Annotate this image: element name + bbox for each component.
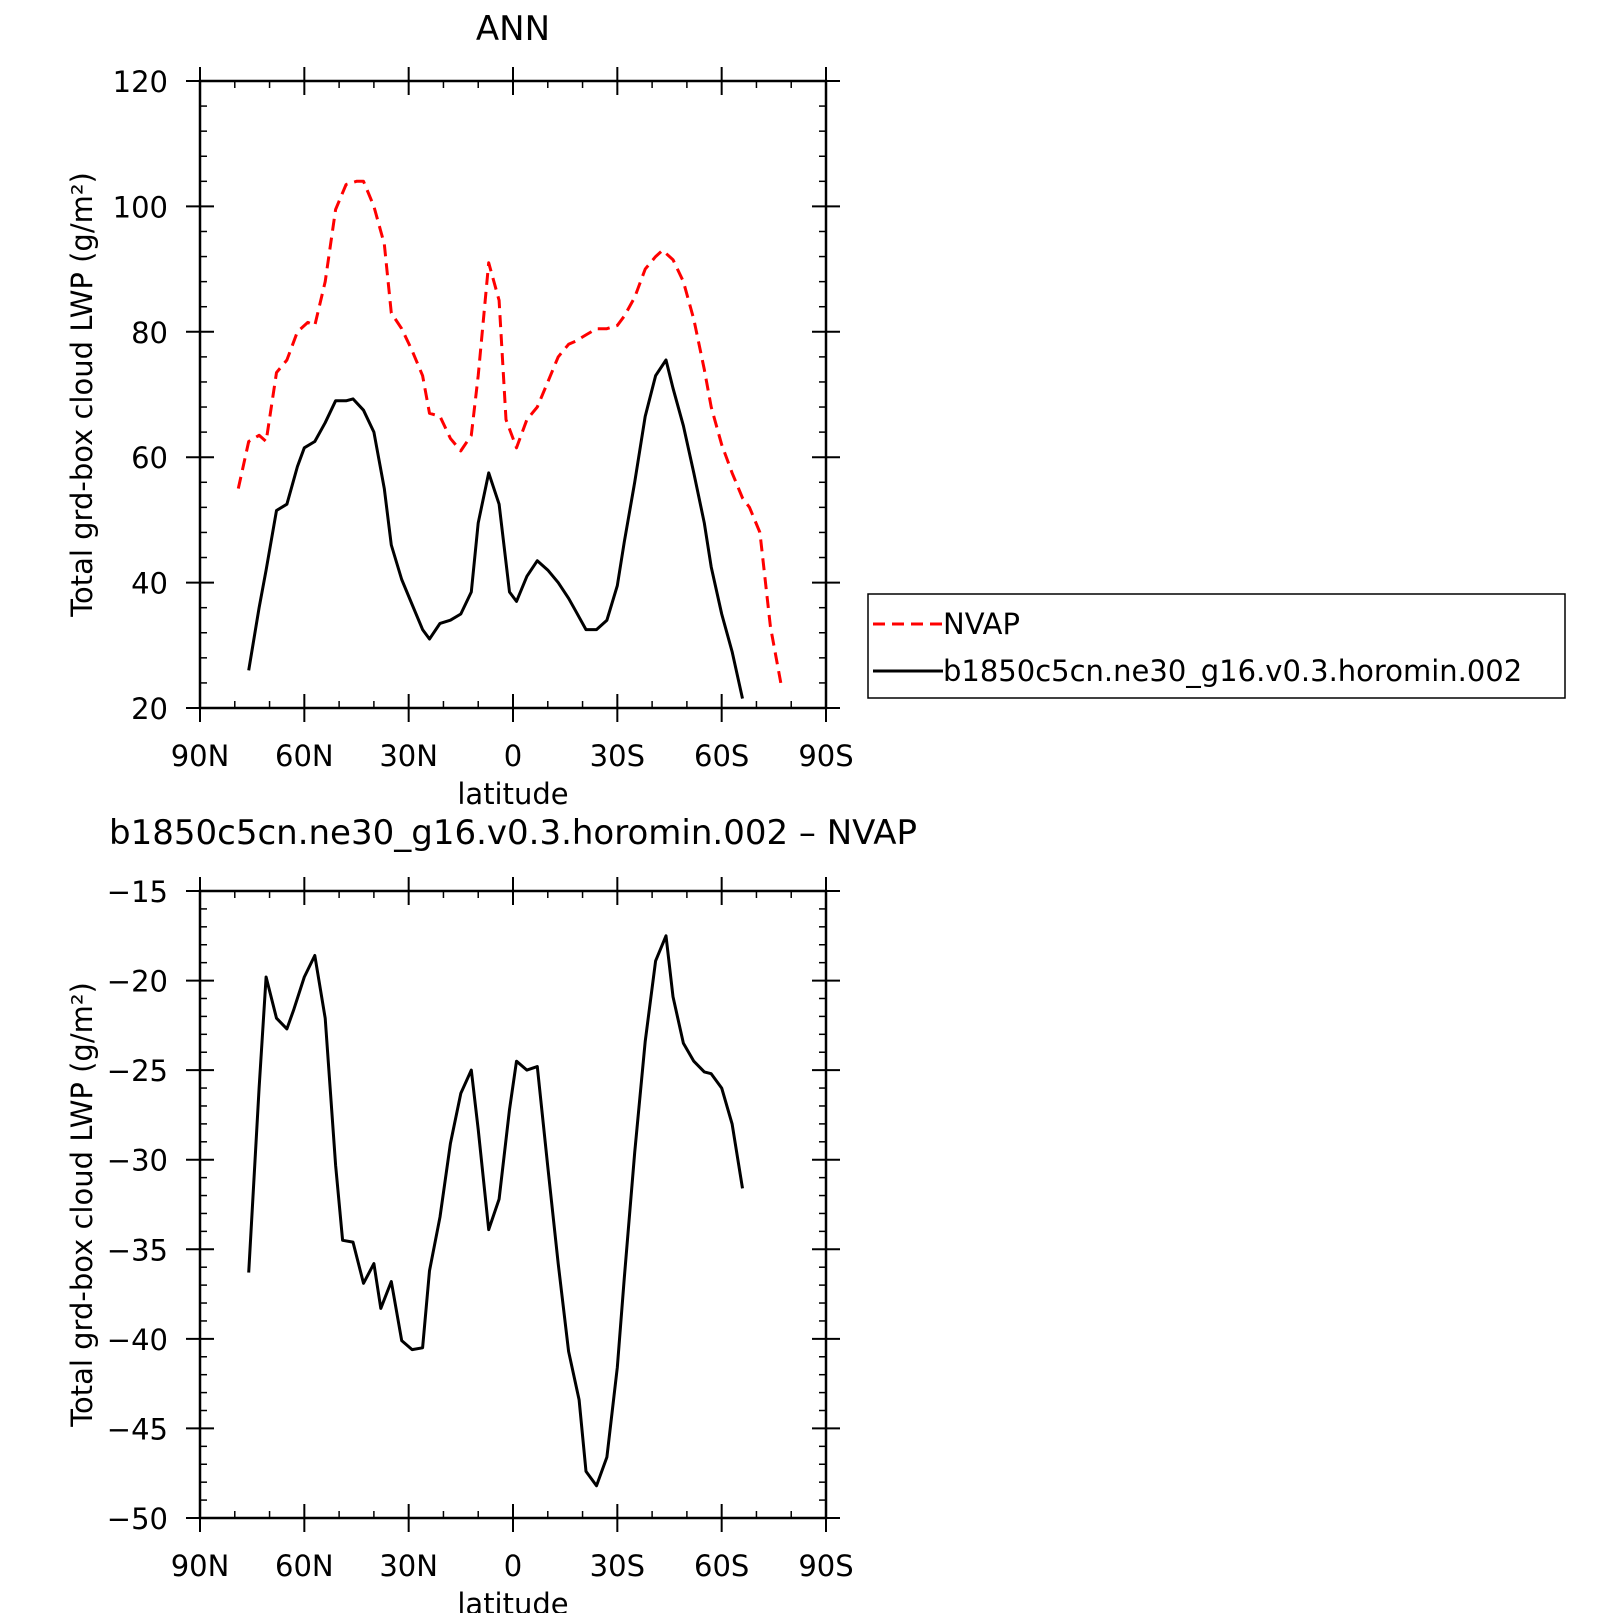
x-tick-label: 30N — [379, 739, 438, 773]
y-tick-label: −30 — [107, 1144, 168, 1178]
y-tick-label: −35 — [107, 1233, 168, 1267]
y-tick-label: 20 — [131, 692, 168, 726]
y-axis-label: Total grd-box cloud LWP (g/m²) — [65, 172, 99, 618]
x-axis-label: latitude — [457, 1587, 568, 1613]
x-tick-label: 60S — [694, 739, 749, 773]
y-tick-label: 40 — [131, 567, 168, 601]
x-tick-label: 90S — [798, 1549, 853, 1583]
legend-label: NVAP — [943, 607, 1020, 641]
plot-frame — [198, 79, 828, 710]
x-tick-label: 60N — [275, 1549, 334, 1583]
x-tick-label: 60N — [275, 739, 334, 773]
chart-panel-2: b1850c5cn.ne30_g16.v0.3.horomin.002 – NV… — [65, 813, 917, 1613]
y-tick-label: 120 — [113, 65, 168, 99]
series-line-diff-0 — [247, 934, 744, 1488]
plot-frame — [198, 889, 828, 1520]
legend: NVAP b1850c5cn.ne30_g16.v0.3.horomin.002 — [867, 593, 1566, 699]
y-tick-label: 80 — [131, 316, 168, 350]
x-tick-label: 0 — [504, 739, 522, 773]
y-tick-label: −15 — [107, 875, 168, 909]
y-tick-label: −25 — [107, 1054, 168, 1088]
x-tick-label: 30S — [590, 1549, 645, 1583]
y-tick-label: 100 — [113, 190, 168, 224]
x-tick-label: 90S — [798, 739, 853, 773]
chart-title: ANN — [476, 9, 550, 49]
legend-box — [867, 593, 1566, 699]
x-tick-label: 90N — [171, 739, 230, 773]
x-tick-label: 90N — [171, 1549, 230, 1583]
x-tick-label: 0 — [504, 1549, 522, 1583]
y-tick-label: −50 — [107, 1502, 168, 1536]
y-tick-label: −20 — [107, 965, 168, 999]
chart-panel-1: ANN 90N 60N 30N 0 30S 60S 90S 20 40 60 80 100 120 lati… — [65, 9, 1566, 811]
y-tick-label: 60 — [131, 441, 168, 475]
series-line-b1850c5cn-ne30-g16-v0-3-horomin-002 — [247, 358, 744, 699]
y-axis-label: Total grd-box cloud LWP (g/m²) — [65, 982, 99, 1428]
x-tick-label: 60S — [694, 1549, 749, 1583]
series-line-nvap — [236, 179, 783, 684]
x-tick-label: 30N — [379, 1549, 438, 1583]
x-axis-label: latitude — [457, 777, 568, 811]
chart-title: b1850c5cn.ne30_g16.v0.3.horomin.002 – NV… — [109, 813, 917, 853]
legend-label: b1850c5cn.ne30_g16.v0.3.horomin.002 — [943, 654, 1522, 688]
y-tick-label: −40 — [107, 1323, 168, 1357]
x-tick-label: 30S — [590, 739, 645, 773]
y-tick-label: −45 — [107, 1412, 168, 1446]
